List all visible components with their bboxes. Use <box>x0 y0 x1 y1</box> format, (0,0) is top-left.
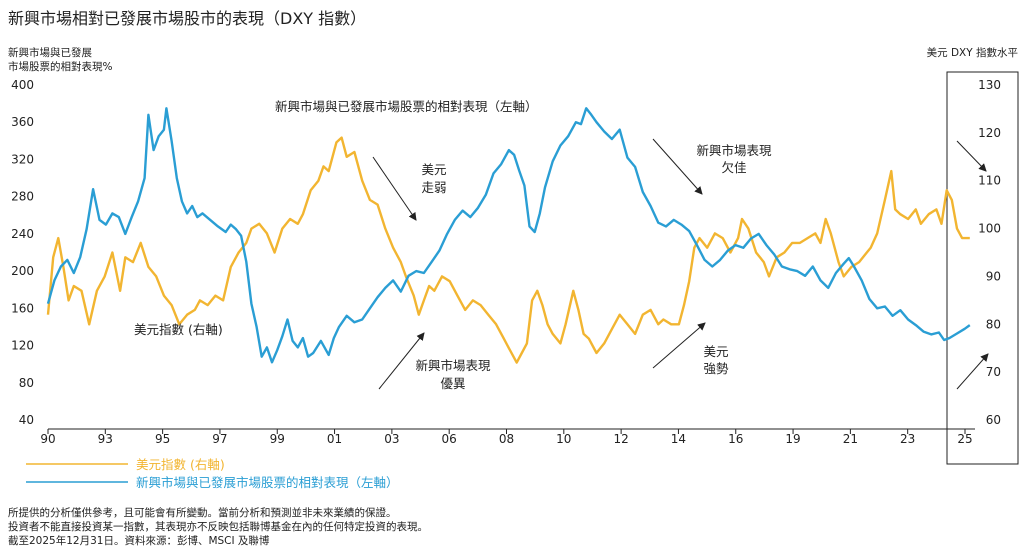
right-tick-label: 60 <box>986 413 1001 427</box>
em-relative-series-line <box>46 107 971 364</box>
annotation-em-under-line2: 欠佳 <box>721 160 746 175</box>
annotation-em-out-line2: 優異 <box>440 376 465 391</box>
left-tick-label: 240 <box>11 227 34 241</box>
right-tick-label: 100 <box>978 222 1001 236</box>
footer-line-2: 投資者不能直接投資某一指數，其表現亦不反映包括聯博基金在內的任何特定投資的表現。 <box>8 520 428 533</box>
right-axis-title: 美元 DXY 指數水平 <box>927 46 1018 59</box>
x-tick-label: 14 <box>671 432 686 446</box>
x-tick-label: 03 <box>384 432 399 446</box>
left-axis-title-line2: 市場股票的相對表現% <box>8 60 112 73</box>
left-tick-label: 120 <box>11 339 34 353</box>
x-tick-label: 95 <box>155 432 170 446</box>
arrow-right-bottom <box>956 353 989 390</box>
left-axis-title-line1: 新興市場與已發展 <box>8 46 92 59</box>
x-tick-label: 25 <box>957 432 972 446</box>
arrow-usd-strong <box>652 322 706 369</box>
x-tick-label: 16 <box>728 432 743 446</box>
right-axis: 60 70 80 90 100 110 120 130 <box>978 78 1001 427</box>
left-tick-label: 320 <box>11 152 34 166</box>
annotation-usd-weak-line1: 美元 <box>421 162 446 177</box>
right-tick-label: 70 <box>986 365 1001 379</box>
arrow-usd-weak <box>372 156 417 221</box>
footer-line-1: 所提供的分析僅供參考，且可能會有所變動。當前分析和預測並非未來業績的保證。 <box>8 506 397 519</box>
x-tick-label: 19 <box>785 432 800 446</box>
x-tick-label: 23 <box>900 432 915 446</box>
arrow-em-out <box>378 332 425 390</box>
left-tick-label: 360 <box>11 115 34 129</box>
x-tick-label: 99 <box>270 432 285 446</box>
recent-period-box <box>946 71 1019 465</box>
left-tick-label: 280 <box>11 190 34 204</box>
annotation-usd-weak-line2: 走弱 <box>421 180 446 195</box>
series-layer <box>46 107 971 364</box>
x-tick-label: 06 <box>442 432 457 446</box>
arrow-right-top <box>956 140 987 172</box>
x-tick-label: 10 <box>556 432 571 446</box>
legend-em-label: 新興市場與已發展市場股票的相對表現（左軸） <box>136 475 399 490</box>
right-tick-label: 110 <box>978 174 1001 188</box>
arrow-em-under <box>652 138 703 195</box>
right-tick-label: 90 <box>986 269 1001 283</box>
right-tick-label: 80 <box>986 317 1001 331</box>
annotation-em-out-line1: 新興市場表現 <box>415 358 491 373</box>
annotation-em-under-line1: 新興市場表現 <box>696 143 772 158</box>
em-series-inline-label: 新興市場與已發展市場股票的相對表現（左軸） <box>275 99 538 114</box>
right-tick-label: 120 <box>978 126 1001 140</box>
legend-dxy-label: 美元指數 (右軸) <box>136 457 225 472</box>
footer-line-3: 截至2025年12月31日。資料來源：彭博、MSCI 及聯博 <box>8 534 270 547</box>
x-tick-label: 08 <box>499 432 514 446</box>
chart-title: 新興市場相對已發展市場股市的表現（DXY 指數） <box>8 9 366 28</box>
x-tick-label: 97 <box>212 432 227 446</box>
x-tick-label: 93 <box>98 432 113 446</box>
x-tick-label: 12 <box>613 432 628 446</box>
dxy-series-inline-label: 美元指數 (右軸) <box>134 322 223 337</box>
x-tick-label: 90 <box>40 432 55 446</box>
x-tick-label: 01 <box>327 432 342 446</box>
x-tick-label: 21 <box>843 432 858 446</box>
left-axis: 40 80 120 160 200 240 280 320 360 400 <box>11 78 34 427</box>
left-tick-label: 200 <box>11 264 34 278</box>
annotation-usd-strong-line1: 美元 <box>703 344 728 359</box>
left-tick-label: 40 <box>19 413 34 427</box>
left-tick-label: 160 <box>11 301 34 315</box>
legend: 美元指數 (右軸) 新興市場與已發展市場股票的相對表現（左軸） <box>26 457 399 490</box>
x-axis: 90 93 95 97 99 01 03 06 08 10 12 14 16 19 21 23 25 <box>40 429 973 446</box>
right-tick-label: 130 <box>978 78 1001 92</box>
left-tick-label: 400 <box>11 78 34 92</box>
annotation-usd-strong-line2: 強勢 <box>703 361 729 376</box>
left-tick-label: 80 <box>19 376 34 390</box>
dxy-series-line <box>46 136 970 364</box>
